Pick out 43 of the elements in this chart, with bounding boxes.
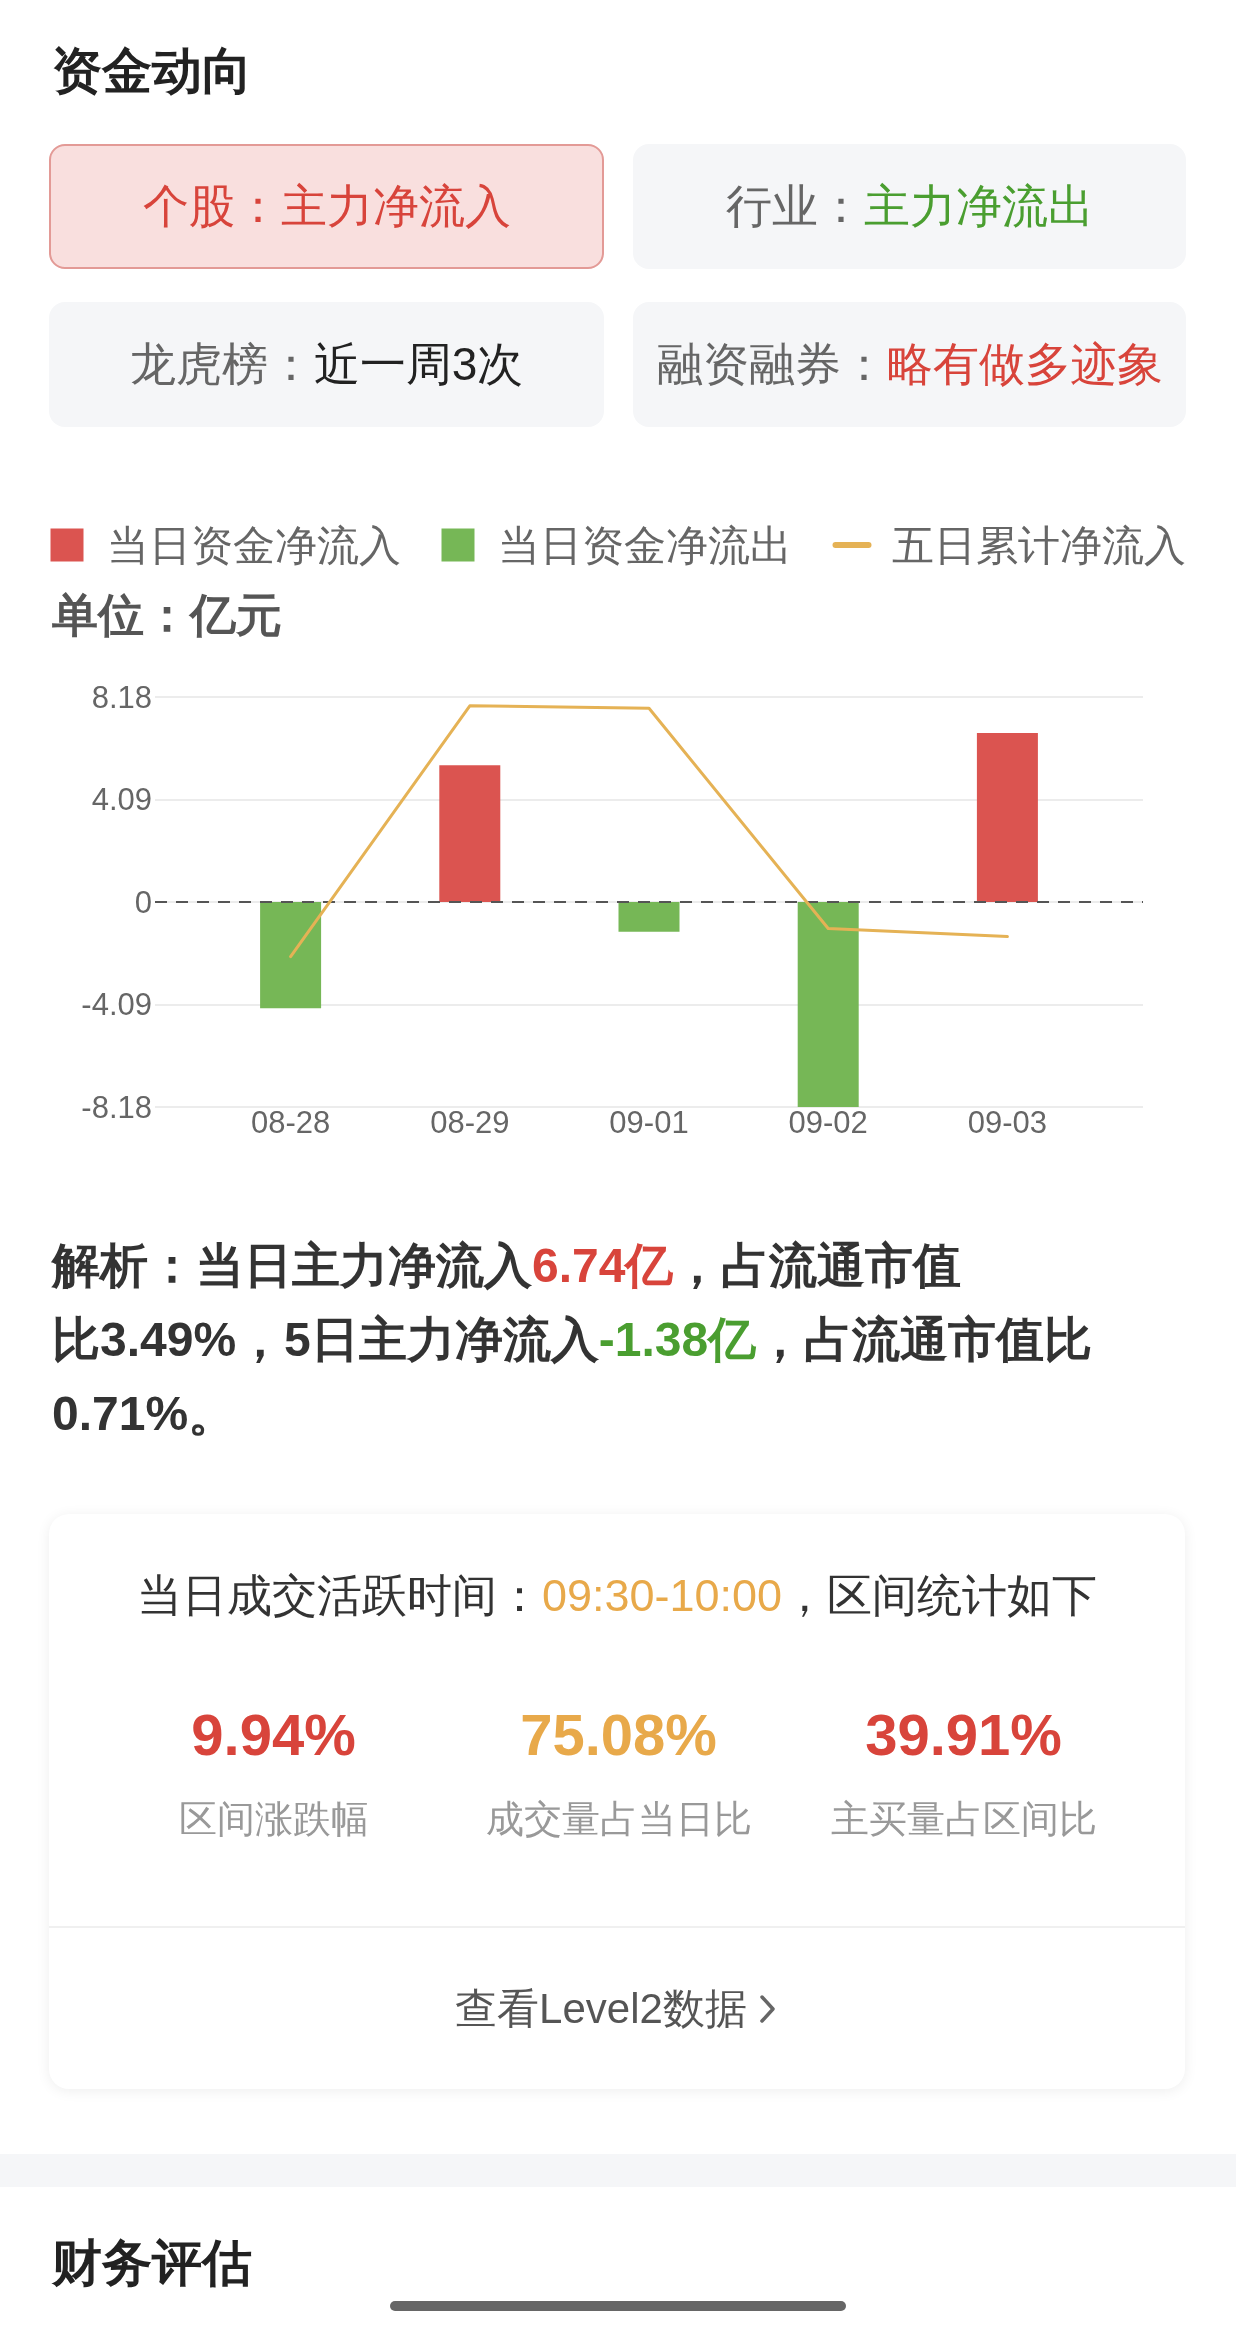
text: 当日成交活跃时间：	[136, 1570, 542, 1621]
y-tick-label: 8.18	[91, 679, 152, 715]
y-tick-label: -4.09	[81, 987, 152, 1022]
y-tick-label: -8.18	[81, 1089, 152, 1125]
text: 75.08%	[520, 1702, 717, 1767]
text: 6.74亿	[532, 1239, 674, 1292]
text: ，占流通市值比	[756, 1313, 1093, 1366]
y-tick-label: 4.09	[91, 782, 152, 817]
x-tick-label: 08-28	[250, 1105, 331, 1140]
text: 解析：当日主力净流入	[52, 1239, 532, 1292]
card: 个股：主力净流入	[49, 144, 604, 269]
text: 09:30-10:00	[541, 1570, 783, 1621]
x-tick-label: 09-01	[609, 1105, 689, 1140]
text: 比3.49%，5日主力净流入	[52, 1313, 599, 1366]
bar	[797, 902, 859, 1107]
text: ，占流通市值	[673, 1239, 962, 1292]
text: 主买量占区间比	[830, 1798, 1097, 1840]
text: 查看Level2数据	[455, 1984, 747, 2034]
bar	[618, 902, 680, 932]
text: 0.71%。	[52, 1387, 237, 1440]
text: 9.94%	[191, 1702, 356, 1767]
text: 成交量占当日比	[485, 1798, 752, 1840]
x-tick-label: 08-29	[430, 1105, 510, 1140]
x-tick-label: 09-03	[967, 1105, 1048, 1140]
text: 财务评估	[52, 2235, 252, 2291]
text: 区间涨跌幅	[178, 1798, 369, 1840]
card: 龙虎榜：近一周3次	[49, 302, 604, 427]
chart-title: 资金动向	[52, 42, 252, 101]
y-tick-label: 0	[134, 884, 152, 920]
text: ，区间统计如下	[782, 1570, 1098, 1621]
card: 融资融券：略有做多迹象	[633, 302, 1186, 427]
bar	[439, 765, 501, 902]
legend-label: 当日资金净流入	[106, 521, 401, 569]
text: 39.91%	[865, 1702, 1062, 1767]
text: -1.38亿	[598, 1313, 757, 1366]
legend-label: 五日累计净流入	[891, 521, 1186, 569]
bar	[976, 733, 1038, 902]
x-tick-label: 09-02	[788, 1105, 868, 1140]
bar	[260, 902, 322, 1009]
y-axis-title: 单位：亿元	[52, 588, 282, 643]
line-series	[289, 704, 1009, 959]
card: 行业：主力净流出	[633, 144, 1186, 269]
legend-label: 当日资金净流出	[497, 521, 792, 569]
